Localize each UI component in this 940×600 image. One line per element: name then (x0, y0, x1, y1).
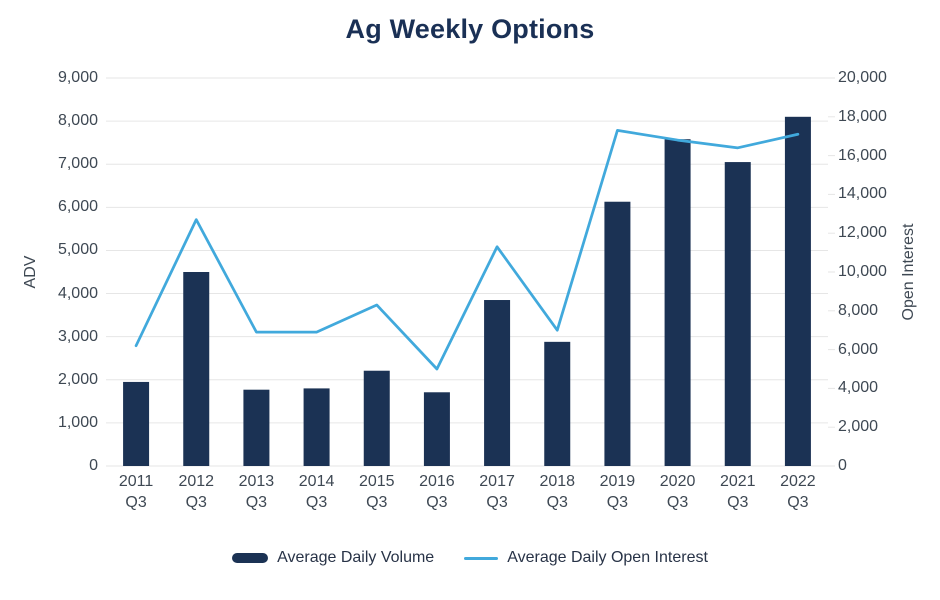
y-right-tick-label: 10,000 (838, 263, 887, 280)
x-tick-label-2013-q3: 2013 Q3 (238, 473, 275, 511)
x-tick-label-2022-q3: 2022 Q3 (780, 473, 816, 511)
open-interest-legend-label: Average Daily Open Interest (507, 549, 708, 566)
volume-bar-2019-q3 (604, 201, 631, 466)
x-tick-label-2017-q3: 2017 Q3 (479, 473, 515, 511)
volume-bar-2015-q3 (363, 370, 390, 466)
volume-bar-2013-q3 (243, 389, 270, 466)
volume-bar-2018-q3 (544, 341, 571, 466)
legend-item-average-daily-open-interest[interactable]: Average Daily Open Interest (464, 549, 708, 567)
volume-legend-label: Average Daily Volume (277, 549, 435, 566)
y-right-tick-label: 2,000 (838, 418, 879, 436)
y-left-tick-label: 7,000 (57, 155, 98, 173)
legend: Average Daily Volume Average Daily Open … (0, 545, 940, 571)
y-left-tick-label: 8,000 (57, 112, 98, 130)
y-left-tick-label: 5,000 (57, 241, 98, 259)
x-tick-label-2016-q3: 2016 Q3 (419, 473, 455, 511)
legend-item-average-daily-volume[interactable]: Average Daily Volume (232, 549, 434, 567)
y-left-tick-label: 3,000 (57, 327, 98, 345)
open-interest-line (134, 129, 800, 371)
y-right-tick-label: 4,000 (838, 379, 879, 397)
open-interest-legend-swatch-icon (464, 556, 499, 560)
y-left-tick-label: 2,000 (57, 370, 98, 388)
y-right-tick-label: 0 (838, 457, 847, 474)
y-left-tick-label: 4,000 (57, 284, 98, 302)
x-tick-label-2012-q3: 2012 Q3 (178, 473, 215, 511)
y-left-tick-label: 0 (89, 457, 98, 474)
x-tick-label-2021-q3: 2021 Q3 (719, 473, 756, 511)
volume-legend-swatch-icon (232, 553, 269, 563)
x-tick-label-2018-q3: 2018 Q3 (539, 473, 576, 511)
volume-bar-2014-q3 (303, 388, 330, 466)
x-tick-label-2019-q3: 2019 Q3 (599, 473, 636, 511)
y-right-tick-label: 12,000 (838, 224, 887, 242)
y-left-axis-title: ADV (22, 255, 39, 289)
volume-bar-2011-q3 (123, 381, 150, 466)
y-left-tick-label: 6,000 (57, 198, 98, 216)
y-right-tick-label: 6,000 (838, 340, 879, 358)
y-right-tick-label: 14,000 (838, 185, 887, 203)
volume-bar-2017-q3 (484, 300, 511, 466)
chart-title: Ag Weekly Options (345, 14, 595, 44)
volume-bar-2021-q3 (724, 162, 751, 467)
volume-bar-2012-q3 (183, 272, 210, 466)
x-tick-label-2020-q3: 2020 Q3 (659, 473, 696, 511)
volume-bar-2016-q3 (423, 392, 450, 466)
y-right-tick-label: 20,000 (838, 69, 887, 86)
volume-bar-2022-q3 (784, 116, 811, 467)
volume-bar-2020-q3 (664, 139, 691, 466)
x-tick-label-2015-q3: 2015 Q3 (358, 473, 395, 511)
y-right-tick-label: 18,000 (838, 107, 887, 125)
y-right-tick-label: 16,000 (838, 146, 887, 164)
y-right-axis-title: Open Interest (900, 223, 917, 321)
x-tick-label-2011-q3: 2011 Q3 (118, 473, 154, 511)
y-left-tick-label: 9,000 (57, 69, 98, 86)
y-left-tick-label: 1,000 (57, 413, 98, 431)
y-right-tick-label: 8,000 (838, 301, 879, 319)
x-tick-label-2014-q3: 2014 Q3 (298, 473, 335, 511)
